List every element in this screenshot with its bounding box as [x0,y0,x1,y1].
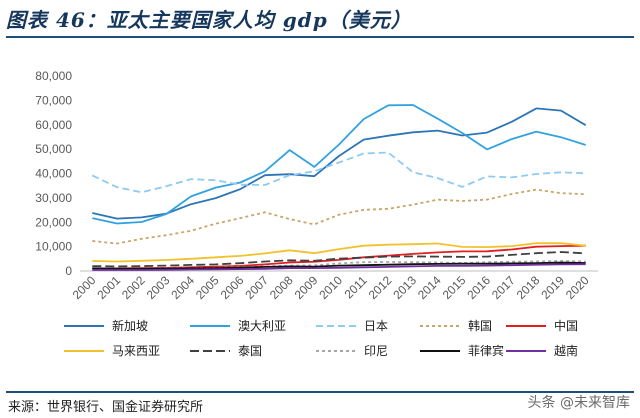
y-tick-label: 10,000 [35,240,72,254]
series-line-9 [92,263,586,271]
legend-label: 泰国 [238,344,262,358]
legend-label: 新加坡 [112,318,148,333]
y-tick-label: 60,000 [35,118,72,132]
series-line-0 [92,107,587,220]
legend-label: 中国 [554,318,578,333]
legend-label: 印尼 [364,344,388,358]
watermark: 头条 @未来智库 [527,395,630,411]
title-divider [6,36,634,38]
y-tick-label: 50,000 [35,142,72,156]
series-line-2 [91,151,586,194]
x-tick-label: 2005 [193,273,222,302]
x-tick-label: 2000 [70,273,99,302]
chart-area: 0 10,000 20,000 30,000 40,000 50,000 60,000 70,… [0,40,640,392]
x-tick-label: 2017 [489,273,518,302]
legend-label: 越南 [554,343,578,358]
source-divider [6,391,634,393]
series-line-1 [92,104,586,225]
x-tick-label: 2015 [440,273,469,302]
y-tick-label: 40,000 [35,167,72,181]
series-line-5 [92,242,586,263]
x-tick-label: 2013 [390,273,419,302]
y-tick-label: 0 [65,264,72,278]
x-tick-label: 2012 [366,273,395,302]
x-tick-label: 2004 [168,273,197,302]
y-tick-label: 20,000 [35,215,72,229]
x-tick-label: 2011 [342,273,370,301]
x-tick-label: 2003 [144,273,173,302]
x-tick-label: 2006 [218,273,247,302]
series-line-3 [92,188,586,245]
series-line-8 [92,261,586,270]
figure-title: 图表 46：亚太主要国家人均 gdp（美元） [6,8,412,32]
legend-label: 韩国 [468,318,492,333]
x-tick-label: 2014 [415,273,444,302]
legend-label: 澳大利亚 [238,319,286,333]
series-line-7 [92,260,586,271]
y-tick-label: 70,000 [35,93,72,107]
x-tick-label: 2019 [538,273,567,302]
series-layer [91,104,587,271]
x-tick-label: 2010 [316,273,345,302]
legend-label: 菲律宾 [468,343,504,358]
x-tick-label: 2001 [94,273,123,302]
x-tick-label: 2020 [563,273,592,302]
line-chart: 0 10,000 20,000 30,000 40,000 50,000 60,000 70,… [35,69,598,358]
x-tick-label: 2007 [242,273,271,302]
y-tick-label: 30,000 [35,191,72,205]
source-note: 来源：世界银行、国金证券研究所 [8,400,204,415]
x-tick-label: 2002 [119,273,148,302]
series-line-6 [92,251,586,268]
x-tick-label: 2018 [514,273,543,302]
legend-label: 马来西亚 [112,344,160,358]
legend-label: 日本 [364,319,388,333]
x-tick-label: 2016 [464,273,493,302]
y-tick-label: 80,000 [35,69,72,83]
x-tick-label: 2008 [267,273,296,302]
x-tick-label: 2009 [292,273,321,302]
